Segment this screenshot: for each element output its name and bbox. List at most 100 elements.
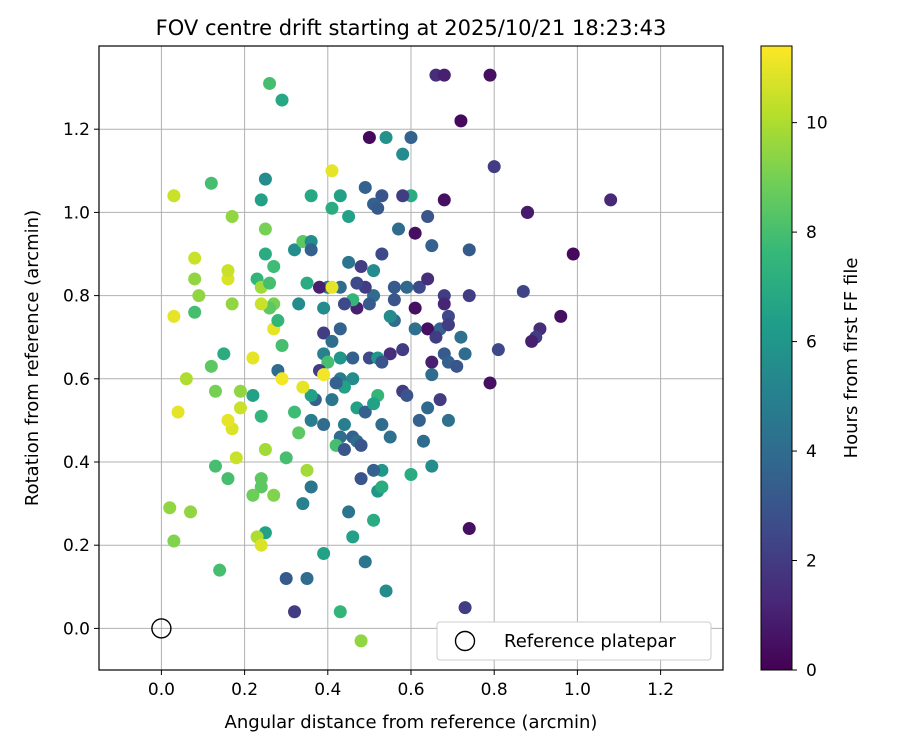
data-point xyxy=(233,384,247,398)
data-point xyxy=(362,131,376,145)
data-point xyxy=(325,201,339,215)
legend-reference-marker xyxy=(454,630,476,652)
data-point xyxy=(371,201,385,215)
data-point xyxy=(462,243,476,257)
data-point xyxy=(520,205,534,219)
data-point xyxy=(367,397,381,411)
data-point xyxy=(346,530,360,544)
data-point xyxy=(337,297,351,311)
data-point xyxy=(566,247,580,261)
data-point xyxy=(304,480,318,494)
data-point xyxy=(404,131,418,145)
data-point xyxy=(325,393,339,407)
scatter-points xyxy=(163,68,618,648)
data-point xyxy=(184,505,198,519)
data-point xyxy=(421,210,435,224)
data-point xyxy=(554,309,568,323)
y-tick-label: 0.8 xyxy=(63,287,90,307)
data-point xyxy=(375,480,389,494)
data-point xyxy=(604,193,618,207)
colorbar-tick-label: 2 xyxy=(806,552,817,572)
data-point xyxy=(325,334,339,348)
data-point xyxy=(312,280,326,294)
data-point xyxy=(233,401,247,415)
data-point xyxy=(454,330,468,344)
data-point xyxy=(342,210,356,224)
y-tick-label: 1.0 xyxy=(63,203,90,223)
data-point xyxy=(217,347,231,361)
x-tick-label: 1.0 xyxy=(564,680,591,700)
data-point xyxy=(425,239,439,253)
y-tick-label: 0.6 xyxy=(63,370,90,390)
data-point xyxy=(412,413,426,427)
data-point xyxy=(288,605,302,619)
data-point xyxy=(375,418,389,432)
data-point xyxy=(258,172,272,186)
data-point xyxy=(454,114,468,128)
data-point xyxy=(167,189,181,203)
data-point xyxy=(267,259,281,273)
chart-title: FOV centre drift starting at 2025/10/21 … xyxy=(156,16,667,40)
data-point xyxy=(254,480,268,494)
data-point xyxy=(229,451,243,465)
data-point xyxy=(258,222,272,236)
data-point xyxy=(483,68,497,82)
data-point xyxy=(304,413,318,427)
data-point xyxy=(383,430,397,444)
colorbar-tick-label: 8 xyxy=(806,223,817,243)
data-point xyxy=(408,322,422,336)
data-point xyxy=(342,255,356,269)
legend-reference-label: Reference platepar xyxy=(504,631,676,652)
data-point xyxy=(396,343,410,357)
data-point xyxy=(279,451,293,465)
data-point xyxy=(458,601,472,615)
data-point xyxy=(204,176,218,190)
data-point xyxy=(416,434,430,448)
data-point xyxy=(483,376,497,390)
data-point xyxy=(304,189,318,203)
data-point xyxy=(300,463,314,477)
x-tick-label: 1.2 xyxy=(647,680,674,700)
data-point xyxy=(516,284,530,298)
y-axis-ticks: 0.0 0.2 0.4 0.6 0.8 1.0 1.2 xyxy=(63,120,99,639)
data-point xyxy=(204,359,218,373)
data-point xyxy=(267,488,281,502)
data-point xyxy=(408,226,422,240)
data-point xyxy=(163,501,177,515)
reference-marker-group xyxy=(151,618,172,639)
data-point xyxy=(254,297,268,311)
legend: Reference platepar xyxy=(436,621,712,661)
data-point xyxy=(300,571,314,585)
data-point xyxy=(458,347,472,361)
data-point xyxy=(387,293,401,307)
data-point xyxy=(304,388,318,402)
data-point xyxy=(383,309,397,323)
data-point xyxy=(491,343,505,357)
data-point xyxy=(300,276,314,290)
data-point xyxy=(333,351,347,365)
data-point xyxy=(421,322,435,336)
data-point xyxy=(317,418,331,432)
data-point xyxy=(379,131,393,145)
data-point xyxy=(354,259,368,273)
data-point xyxy=(263,276,277,290)
data-point xyxy=(221,413,235,427)
data-point xyxy=(208,384,222,398)
data-point xyxy=(179,372,193,386)
y-tick-label: 0.0 xyxy=(63,619,90,639)
data-point xyxy=(254,193,268,207)
data-point xyxy=(221,472,235,486)
x-tick-label: 0.6 xyxy=(397,680,424,700)
colorbar-ticks: 0 2 4 6 8 10 xyxy=(792,114,828,681)
x-tick-label: 0.2 xyxy=(231,680,258,700)
data-point xyxy=(317,326,331,340)
data-point xyxy=(358,405,372,419)
data-point xyxy=(346,372,360,386)
data-point xyxy=(400,388,414,402)
data-point xyxy=(354,438,368,452)
colorbar-tick-label: 0 xyxy=(806,661,817,681)
x-tick-label: 0.4 xyxy=(314,680,341,700)
data-point xyxy=(225,210,239,224)
data-point xyxy=(296,380,310,394)
data-point xyxy=(462,522,476,536)
